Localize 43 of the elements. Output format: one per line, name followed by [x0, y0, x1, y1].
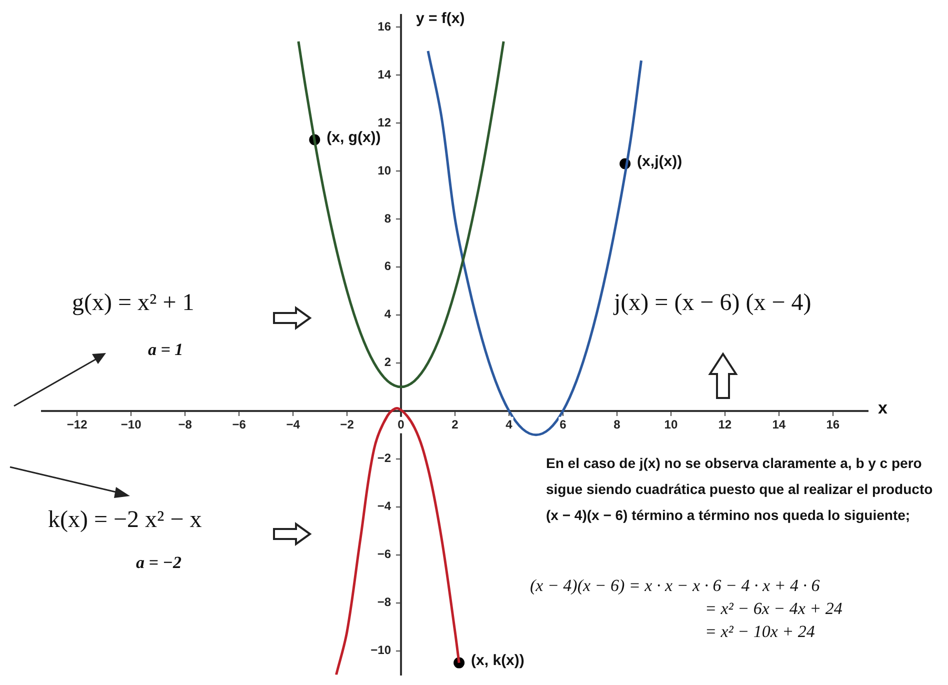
y-tick-label: 2 — [384, 355, 402, 370]
x-tick-label: 16 — [826, 417, 840, 432]
annotation: k(x) = −2 x² − x — [48, 507, 202, 534]
y-tick-label: −4 — [377, 499, 402, 514]
y-tick-label: 16 — [378, 19, 402, 34]
y-tick-label: −10 — [370, 643, 402, 658]
y-tick-label: −8 — [377, 595, 402, 610]
annotation: (x, g(x)) — [326, 128, 381, 146]
annotation: a = −2 — [136, 553, 182, 573]
annotation: j(x) = (x − 6) (x − 4) — [614, 290, 812, 317]
y-tick-label: 10 — [378, 163, 402, 178]
annotation: g(x) = x² + 1 — [72, 290, 194, 317]
x-tick-label: −6 — [232, 417, 246, 432]
y-tick-label: 14 — [378, 67, 402, 82]
x-tick-label: 0 — [398, 417, 405, 432]
x-tick-label: 4 — [506, 417, 513, 432]
annotation: (x, k(x)) — [471, 652, 524, 669]
x-tick-label: 12 — [718, 417, 732, 432]
x-tick-label: 6 — [560, 417, 567, 432]
y-tick-label: −6 — [377, 547, 402, 562]
annotation: (x,j(x)) — [637, 152, 682, 170]
y-tick-label: 12 — [378, 115, 402, 130]
x-tick-label: −2 — [340, 417, 354, 432]
y-tick-label: −2 — [377, 451, 402, 466]
x-tick-label: 10 — [664, 417, 678, 432]
annotation: = x² − 10x + 24 — [705, 622, 815, 642]
x-tick-label: −12 — [66, 417, 88, 432]
annotation: = x² − 6x − 4x + 24 — [705, 599, 842, 619]
x-tick-label: 2 — [452, 417, 459, 432]
x-tick-label: −8 — [178, 417, 192, 432]
x-tick-label: −4 — [286, 417, 300, 432]
x-tick-label: −10 — [120, 417, 142, 432]
annotation: En el caso de j(x) no se observa claramente a, b y c pero sigue siendo cuadrática puesto que al realizar el producto (x − 4)(x − 6) término a término nos queda lo siguiente; — [546, 454, 934, 525]
x-tick-label: 8 — [614, 417, 621, 432]
x-axis-title: x — [878, 398, 888, 418]
y-tick-label: 8 — [384, 211, 402, 226]
y-tick-label: 4 — [384, 307, 402, 322]
line-series — [297, 40, 505, 388]
annotation: y = f(x) — [416, 10, 465, 27]
annotation: a = 1 — [148, 340, 184, 360]
x-tick-label: 14 — [772, 417, 786, 432]
y-tick-label: 6 — [384, 259, 402, 274]
annotation: (x − 4)(x − 6) = x · x − x · 6 − 4 · x + 4 · 6 — [530, 576, 820, 596]
